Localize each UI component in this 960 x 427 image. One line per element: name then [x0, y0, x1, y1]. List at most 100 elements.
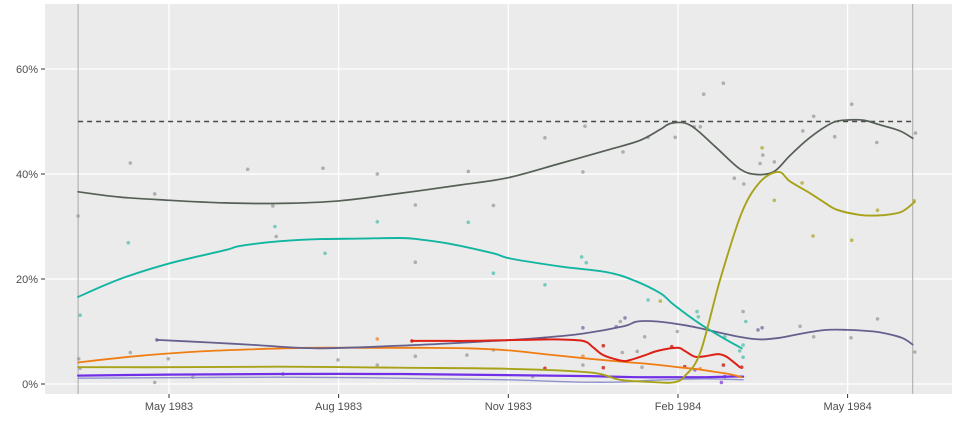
poll-point — [698, 125, 703, 129]
poll-point — [642, 335, 647, 339]
poll-point — [811, 335, 816, 339]
poll-point — [273, 224, 277, 229]
gray-points — [76, 81, 918, 385]
poll-point — [413, 354, 418, 359]
y-tick-label: 20% — [16, 274, 38, 286]
poll-point — [274, 234, 279, 239]
poll-point — [732, 176, 737, 180]
olive-points — [658, 146, 916, 303]
poll-point — [811, 234, 815, 238]
poll-point — [913, 350, 917, 354]
poll-point — [76, 214, 80, 218]
poll-point — [800, 181, 804, 185]
poll-point — [849, 238, 854, 242]
poll-point — [126, 241, 131, 245]
orange-line — [77, 346, 743, 379]
poll-point — [466, 220, 471, 225]
violet-line — [77, 372, 745, 379]
slate-purple-line — [155, 320, 914, 350]
x-tick-label: May 1984 — [823, 401, 871, 413]
poll-point — [913, 131, 918, 135]
poll-point — [741, 355, 745, 360]
poll-point — [491, 271, 496, 276]
poll-point — [772, 160, 777, 164]
poll-point — [128, 350, 133, 355]
poll-point — [675, 329, 680, 334]
poll-point — [741, 309, 745, 314]
trend-lines — [77, 118, 916, 384]
poll-point — [581, 354, 585, 359]
poll-point — [271, 204, 275, 208]
poll-point — [336, 358, 340, 362]
plot-panel-background — [45, 4, 952, 394]
poll-point — [741, 343, 745, 347]
poll-point — [491, 203, 496, 208]
x-tick-label: Nov 1983 — [485, 401, 532, 413]
poll-point — [721, 81, 726, 85]
y-tick-label: 0% — [22, 379, 38, 391]
poll-point — [78, 313, 82, 318]
dark-gray-green-line — [77, 118, 914, 205]
poll-point — [618, 319, 623, 324]
poll-point — [375, 220, 380, 224]
poll-point — [875, 208, 880, 212]
poll-point — [623, 316, 627, 320]
poll-point — [543, 283, 547, 287]
poll-point — [245, 167, 250, 172]
poll-point — [737, 349, 742, 353]
poll-point — [76, 357, 81, 361]
poll-point — [739, 365, 744, 370]
poll-point — [413, 260, 418, 265]
election-reference-lines — [77, 4, 914, 394]
x-axis: May 1983 Aug 1983 Nov 1983 Feb 1984 May 1984 — [145, 394, 872, 413]
poll-point — [166, 357, 171, 361]
olive-line — [77, 170, 916, 384]
poll-point — [761, 153, 765, 157]
poll-point — [798, 324, 802, 329]
x-tick-label: Aug 1983 — [315, 401, 362, 413]
poll-point — [581, 326, 585, 330]
poll-point — [701, 92, 706, 96]
poll-point — [756, 328, 760, 332]
poll-point — [620, 350, 625, 355]
poll-point — [621, 150, 625, 154]
poll-point — [323, 251, 327, 256]
poll-point — [696, 315, 701, 319]
poll-point — [466, 169, 471, 174]
poll-point — [742, 182, 746, 186]
x-tick-label: May 1983 — [145, 401, 193, 413]
poll-point — [832, 134, 837, 139]
y-tick-label: 40% — [16, 169, 38, 181]
poll-point — [849, 102, 854, 106]
poll-point — [695, 309, 699, 314]
poll-point — [875, 317, 880, 321]
poll-point — [758, 161, 762, 166]
y-tick-label: 60% — [16, 64, 38, 76]
poll-point — [543, 136, 547, 140]
gridlines — [45, 4, 952, 394]
y-axis: 0% 20% 40% 60% — [16, 64, 45, 391]
red-line — [410, 338, 741, 369]
poll-point — [581, 363, 585, 367]
poll-point — [801, 129, 805, 133]
poll-point — [581, 170, 585, 174]
teal-line — [77, 237, 743, 350]
poll-point — [760, 146, 764, 150]
poll-point — [811, 114, 816, 119]
poll-point — [772, 198, 777, 203]
poll-point — [875, 140, 879, 145]
poll-point — [721, 363, 726, 367]
poll-point — [849, 336, 853, 340]
poll-point — [321, 166, 325, 170]
poll-point — [646, 298, 650, 302]
poll-point — [744, 319, 748, 324]
poll-point — [152, 192, 157, 196]
poll-point — [584, 260, 589, 265]
poll-point — [601, 365, 606, 370]
poll-point — [413, 203, 418, 207]
poll-point — [583, 124, 587, 128]
poll-point — [375, 363, 380, 367]
poll-point — [375, 172, 380, 176]
